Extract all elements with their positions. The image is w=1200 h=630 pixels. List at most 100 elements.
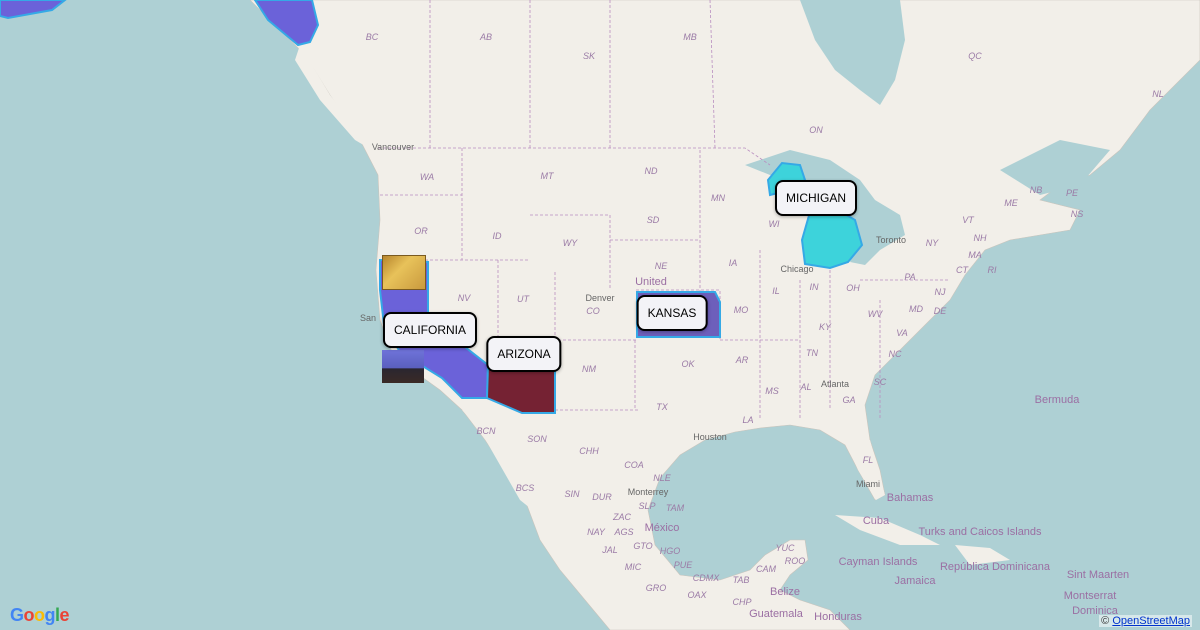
region-label-ut: UT (517, 294, 529, 304)
region-label-la: LA (742, 415, 754, 425)
google-logo: Google (10, 605, 70, 625)
callout-michigan[interactable]: MICHIGAN (775, 180, 857, 216)
region-label-nle: NLE (653, 473, 671, 483)
region-label-gto: GTO (633, 541, 653, 551)
region-label-md: MD (909, 304, 923, 314)
region-label-pa: PA (904, 272, 916, 282)
country-label: México (644, 522, 680, 534)
region-label-wa: WA (419, 172, 435, 182)
region-label-tab: TAB (732, 575, 750, 585)
country-label: Jamaica (894, 575, 936, 587)
region-label-il: IL (772, 286, 780, 296)
alaska-west-region[interactable] (0, 0, 67, 20)
openstreetmap-link[interactable]: OpenStreetMap (1112, 615, 1190, 627)
city-label: Miami (856, 479, 880, 489)
region-label-ct: CT (956, 265, 968, 275)
speaker-photo-marker[interactable] (382, 350, 424, 383)
callout-kansas[interactable]: KANSAS (636, 295, 708, 331)
country-label: Honduras (814, 611, 862, 623)
alaska-region[interactable] (253, 0, 320, 47)
region-label-fl: FL (862, 455, 874, 465)
region-label-mt: MT (540, 171, 554, 181)
baja-peninsula (462, 410, 548, 520)
region-label-va: VA (896, 328, 908, 338)
region-label-ky: KY (818, 322, 832, 332)
country-label: Belize (770, 586, 800, 598)
region-label-or: OR (414, 226, 428, 236)
region-label-nm: NM (582, 364, 596, 374)
vancouver-island (295, 45, 372, 150)
region-label-chp: CHP (732, 597, 752, 607)
region-label-pe: PE (1065, 188, 1079, 198)
country-label: Montserrat (1063, 590, 1117, 602)
country-label: Turks and Caicos Islands (918, 526, 1042, 538)
region-label-ny: NY (925, 238, 939, 248)
region-label-slp: SLP (638, 501, 656, 511)
region-label-nl: NL (1152, 89, 1164, 99)
pacific-ocean-west (0, 0, 250, 630)
region-label-ags: AGS (614, 527, 634, 537)
attribution: © OpenStreetMap (1099, 615, 1192, 627)
country-label: Guatemala (749, 608, 803, 620)
region-label-dur: DUR (592, 492, 612, 502)
region-label-tn: TN (806, 348, 818, 358)
region-label-ar: AR (735, 355, 749, 365)
hudson-bay (800, 0, 905, 105)
callout-arizona[interactable]: ARIZONA (486, 336, 562, 372)
region-label-mo: MO (733, 305, 749, 315)
region-label-cam: CAM (756, 564, 776, 574)
region-label-roo: ROO (784, 556, 806, 566)
region-label-wy: WY (562, 238, 578, 248)
region-label-de: DE (933, 306, 947, 316)
country-label: United (635, 276, 667, 288)
city-label: San (359, 313, 377, 323)
region-label-qc: QC (968, 51, 982, 61)
region-label-on: ON (809, 125, 823, 135)
region-label-sk: SK (582, 51, 596, 61)
region-label-nc: NC (888, 349, 902, 359)
region-label-nb: NB (1029, 185, 1043, 195)
city-label: Atlanta (820, 379, 850, 389)
city-label: Chicago (780, 264, 814, 274)
region-label-bcn: BCN (476, 426, 496, 436)
region-label-mn: MN (711, 193, 725, 203)
st-lawrence-gulf (1000, 140, 1110, 195)
hispaniola (955, 545, 1010, 565)
region-label-tam: TAM (665, 503, 685, 513)
region-label-zac: ZAC (613, 512, 631, 522)
region-label-mic: MIC (624, 562, 642, 572)
region-label-ma: MA (968, 250, 982, 260)
country-label: Dominica (1072, 605, 1118, 617)
region-label-ia: IA (728, 258, 738, 268)
region-label-ri: RI (987, 265, 997, 275)
region-label-vt: VT (962, 215, 974, 225)
region-label-yuc: YUC (775, 543, 795, 553)
region-label-chh: CHH (579, 446, 599, 456)
region-label-in: IN (809, 282, 819, 292)
region-label-coa: COA (624, 460, 644, 470)
florida (845, 440, 885, 500)
region-label-ns: NS (1070, 209, 1084, 219)
callout-california[interactable]: CALIFORNIA (382, 312, 478, 348)
region-label-nd: ND (644, 166, 658, 176)
region-label-nj: NJ (934, 287, 946, 297)
great-lakes (745, 150, 905, 265)
region-label-bcs: BCS (515, 483, 535, 493)
region-label-mb: MB (683, 32, 697, 42)
region-label-oax: OAX (687, 590, 707, 600)
region-label-nh: NH (973, 233, 987, 243)
region-label-nay: NAY (587, 527, 605, 537)
country-label: República Dominicana (939, 561, 1051, 573)
copyright-symbol: © (1101, 615, 1110, 627)
region-label-hgo: HGO (659, 546, 681, 556)
region-label-jal: JAL (602, 545, 618, 555)
region-label-ab: AB (479, 32, 493, 42)
country-label: Bermuda (1034, 394, 1080, 406)
map-thumbnail-marker[interactable] (382, 255, 426, 290)
country-label: Sint Maarten (1066, 569, 1130, 581)
borders (378, 0, 950, 420)
region-label-nv: NV (457, 293, 471, 303)
region-label-ok: OK (681, 359, 695, 369)
city-label: Toronto (875, 235, 907, 245)
